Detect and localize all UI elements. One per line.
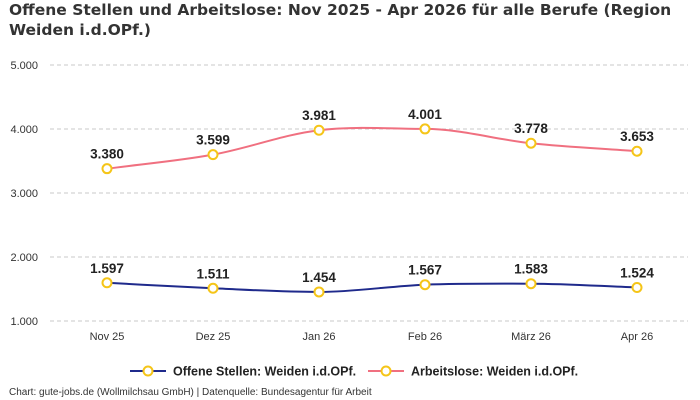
chart-title: Offene Stellen und Arbeitslose: Nov 2025… [9,1,672,39]
data-label: 1.511 [196,266,230,281]
data-label: 3.981 [302,108,336,123]
x-tick-label: Jan 26 [302,331,335,343]
data-label: 4.001 [408,107,442,122]
data-labels: 1.597 1.511 1.454 1.567 1.583 1.524 3.380 3.599… [90,107,654,285]
data-point [313,286,325,298]
y-axis: 1.000 2.000 3.000 4.000 5.000 [10,60,38,328]
y-tick-label: 1.000 [10,316,38,328]
data-point [207,282,219,294]
data-point [101,163,113,175]
data-label: 3.599 [196,133,230,148]
legend-label: Offene Stellen: Weiden i.d.OPf. [173,365,356,379]
data-label: 3.380 [90,147,124,162]
data-point [525,278,537,290]
legend-marker [380,365,392,377]
data-point [207,149,219,161]
data-label: 1.454 [302,270,336,285]
data-label: 1.597 [90,261,124,276]
series-line [106,281,638,293]
x-axis: Nov 25 Dez 25 Jan 26 Feb 26 März 26 Apr 26 [90,331,654,343]
data-point [631,281,643,293]
data-label: 1.567 [408,263,442,278]
data-point [419,279,431,291]
data-label: 3.778 [514,121,548,136]
x-tick-label: März 26 [511,331,551,343]
data-point [525,137,537,149]
data-point [419,123,431,135]
data-point [313,124,325,136]
y-tick-label: 4.000 [10,124,38,136]
y-tick-label: 2.000 [10,252,38,264]
x-tick-label: Dez 25 [196,331,231,343]
y-tick-label: 5.000 [10,60,38,72]
x-tick-label: Apr 26 [621,331,653,343]
series-lines [101,123,643,298]
data-label: 1.583 [514,262,548,277]
data-point [631,145,643,157]
source-footer: Chart: gute-jobs.de (Wollmilchsau GmbH) … [9,387,372,398]
x-tick-label: Feb 26 [408,331,442,343]
x-tick-label: Nov 25 [90,331,125,343]
legend-label: Arbeitslose: Weiden i.d.OPf. [411,365,578,379]
series-line [106,126,638,170]
y-tick-label: 3.000 [10,188,38,200]
data-point [101,277,113,289]
legend: Offene Stellen: Weiden i.d.OPf. Arbeitslo… [130,365,578,379]
data-label: 3.653 [620,129,654,144]
data-label: 1.524 [620,265,654,280]
legend-marker [142,365,154,377]
grid-lines [50,64,688,322]
